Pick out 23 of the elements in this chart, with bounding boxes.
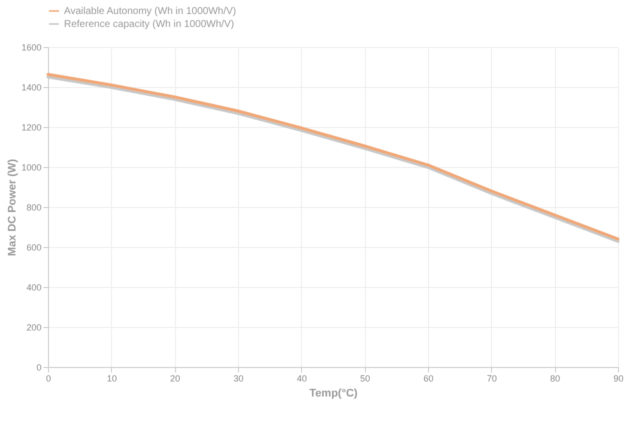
y-tick-label: 1600	[21, 42, 42, 52]
y-tick-label: 600	[26, 242, 42, 252]
x-tick-label: 70	[486, 374, 497, 384]
y-tick-label: 400	[26, 282, 42, 292]
x-tick-label: 90	[613, 374, 624, 384]
x-tick-label: 20	[170, 374, 180, 384]
x-tick-label: 30	[233, 374, 244, 384]
legend-label: Reference capacity (Wh in 1000Wh/V)	[64, 19, 234, 30]
y-tick-label: 800	[26, 202, 42, 212]
x-axis-title: Temp(°C)	[309, 388, 358, 400]
x-tick-label: 80	[550, 374, 560, 384]
y-tick-label: 1400	[21, 82, 42, 92]
x-tick-label: 40	[296, 374, 307, 384]
y-tick-label: 1200	[21, 122, 42, 132]
y-axis-title: Max DC Power (W)	[6, 158, 18, 256]
x-tick-label: 60	[423, 374, 434, 384]
x-tick-label: 10	[106, 374, 117, 384]
x-tick-label: 0	[46, 374, 52, 384]
y-tick-label: 1000	[21, 162, 42, 172]
y-tick-label: 200	[26, 322, 42, 332]
y-tick-label: 0	[36, 362, 42, 372]
legend-label: Available Autonomy (Wh in 1000Wh/V)	[64, 6, 236, 17]
x-tick-label: 50	[360, 374, 370, 384]
